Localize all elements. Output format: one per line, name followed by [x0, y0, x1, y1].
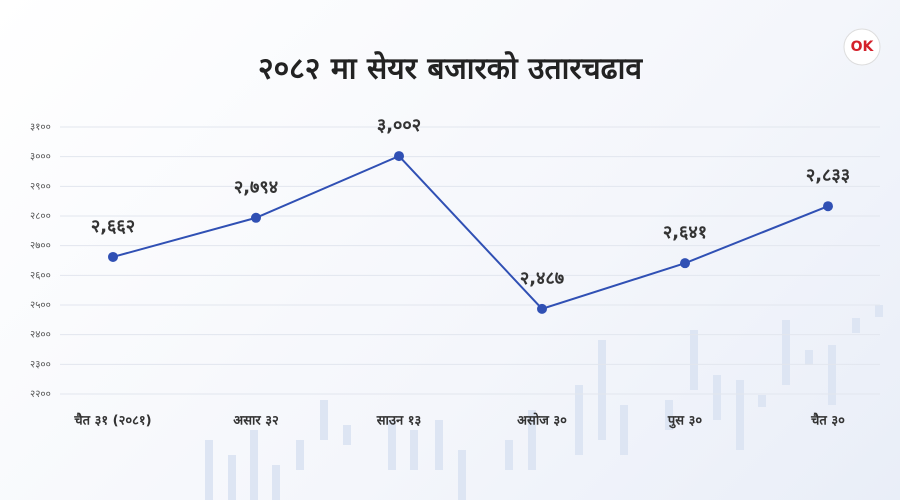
logo-badge — [843, 28, 881, 66]
line — [112, 154, 829, 311]
value-label: २,८३३ — [806, 165, 850, 186]
chart-title: २०८२ मा सेयर बजारको उतारचढाव — [258, 51, 643, 87]
x-tick-label: चैत ३० — [810, 413, 845, 429]
point — [394, 151, 404, 162]
y-tick-label: २६०० — [30, 270, 51, 281]
logo-text: OK — [851, 39, 875, 55]
x-tick-label: पुस ३० — [667, 414, 702, 429]
value-label: २,७९४ — [234, 177, 278, 198]
value-label: ३,००२ — [377, 115, 421, 136]
y-tick-label: २५०० — [30, 300, 51, 311]
x-tick-label: चैत ३१ (२०८१) — [73, 413, 151, 429]
value-label: २,६६२ — [91, 216, 135, 237]
x-tick-label: असार ३२ — [233, 414, 279, 429]
y-tick-label: ३००० — [30, 152, 51, 163]
x-tick-label: साउन १३ — [376, 414, 422, 429]
y-tick-label: २३०० — [30, 359, 51, 370]
x-tick-label: असोज ३० — [517, 413, 567, 429]
y-tick-label: २२०० — [30, 389, 51, 400]
point — [251, 212, 261, 223]
value-label: २,६४१ — [663, 222, 707, 243]
logo: OK — [843, 28, 881, 66]
y-tick-label: २९०० — [30, 181, 51, 192]
y-tick-label: २७०० — [30, 241, 51, 252]
point — [537, 303, 547, 314]
point — [108, 251, 118, 262]
y-tick-label: ३१०० — [30, 122, 51, 133]
background-decoration — [205, 305, 883, 500]
y-tick-label: २४०० — [30, 330, 51, 341]
value-label: २,४८७ — [520, 268, 564, 289]
point — [823, 201, 833, 212]
point — [680, 258, 690, 269]
y-tick-label: २८०० — [30, 211, 51, 222]
